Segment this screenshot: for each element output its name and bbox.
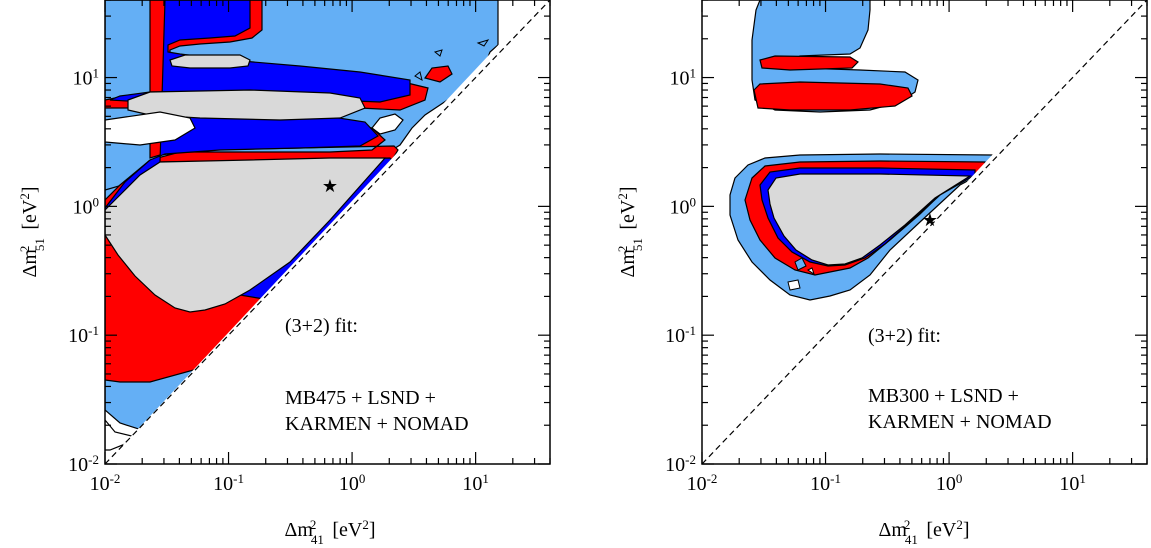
best-fit-star-right: ★ <box>922 210 938 230</box>
x-tick-label-right: 10-2 <box>687 471 718 496</box>
y-tick-label-right: 101 <box>670 65 697 90</box>
x-tick-label-right: 10-1 <box>810 471 841 496</box>
x-tick-label-left: 100 <box>339 471 366 496</box>
best-fit-star-left: ★ <box>322 176 338 196</box>
island-5 <box>476 39 490 47</box>
y-tick-label-left: 100 <box>73 194 100 219</box>
x-axis-title-left: Δm412 [eV2] <box>284 517 375 547</box>
island-3 <box>414 71 423 82</box>
ticks-left: 10-2 10-1 100 101 10-2 10-1 100 101 <box>68 0 551 496</box>
region-68-percent-upper <box>169 54 251 69</box>
region-95-percent-upper-a <box>759 55 859 71</box>
y-tick-label-right: 100 <box>670 194 697 219</box>
region-68-percent-main <box>767 173 973 266</box>
annotation-line-2-left: MB475 + LSND + <box>285 387 436 409</box>
x-tick-label-left: 10-1 <box>213 471 244 496</box>
diagonal-line-right <box>701 0 1148 465</box>
speckle-2 <box>787 279 801 291</box>
region-95-percent-upper-b <box>753 81 913 111</box>
y-tick-label-left: 10-2 <box>68 452 99 477</box>
island-1 <box>424 65 453 83</box>
panel-left: ★ 10-2 10-1 100 101 10-2 10-1 100 101 (3+2) fit… <box>17 0 551 547</box>
y-axis-title-right: Δm512[eV2] <box>615 186 645 277</box>
island-4 <box>433 49 443 57</box>
annotation-line-2-right: MB300 + LSND + <box>868 385 1019 407</box>
region-68-percent-main <box>105 157 387 313</box>
panel-right: ★ 10-2 10-1 100 101 10-2 10-1 100 101 (3+2) fit… <box>615 0 1148 547</box>
annotation-line-3-left: KARMEN + NOMAD <box>285 413 469 435</box>
x-tick-label-left: 101 <box>462 471 489 496</box>
y-tick-label-left: 10-1 <box>68 323 99 348</box>
x-tick-label-left: 10-2 <box>90 471 121 496</box>
x-axis-title-right: Δm412 [eV2] <box>878 517 969 547</box>
y-tick-label-left: 101 <box>73 65 100 90</box>
plot-frame-right <box>701 0 1148 465</box>
diagonal-line-left <box>104 0 551 465</box>
y-tick-label-right: 10-2 <box>665 452 696 477</box>
ticks-right: 10-2 10-1 100 101 10-2 10-1 100 101 <box>665 0 1148 496</box>
annotation-line-3-right: KARMEN + NOMAD <box>868 411 1052 433</box>
annotation-line-1-left: (3+2) fit: <box>285 315 358 337</box>
y-axis-title-left: Δm512[eV2] <box>17 186 47 277</box>
hole-white-1 <box>105 111 196 146</box>
speckle-3 <box>807 267 815 276</box>
x-tick-label-right: 100 <box>936 471 963 496</box>
speckle-1 <box>794 257 807 271</box>
plot-frame-left <box>104 0 551 465</box>
hole-white-2 <box>371 113 404 135</box>
x-tick-label-right: 101 <box>1059 471 1086 496</box>
y-tick-label-right: 10-1 <box>665 323 696 348</box>
annotation-line-1-right: (3+2) fit: <box>868 325 941 347</box>
